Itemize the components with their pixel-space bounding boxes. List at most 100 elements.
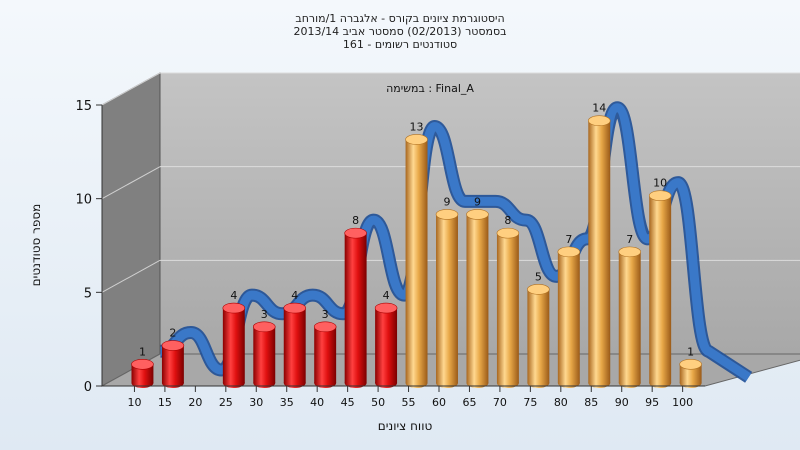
bar-70[interactable]: 8: [496, 214, 520, 388]
gridline-side: [101, 166, 161, 200]
bar-top: [405, 134, 428, 145]
gridline-side: [101, 259, 161, 293]
y-tick-label: 15: [75, 99, 92, 114]
chart-title-line-2: בסמסטר (02/2013) סמסטר אביב 2013/14: [293, 25, 507, 38]
data-label: 4: [291, 289, 298, 302]
x-axis-label: טווח ציונים: [378, 419, 433, 433]
bar-45[interactable]: 8: [344, 214, 367, 388]
bar-body[interactable]: [283, 308, 306, 383]
x-tick-label: 100: [672, 396, 693, 409]
bar-90[interactable]: 7: [618, 233, 641, 388]
x-tick-label: 70: [493, 396, 507, 409]
x-tick-label: 55: [402, 396, 416, 409]
bar-top: [588, 115, 611, 127]
data-label: 4: [383, 289, 390, 302]
data-label: 14: [592, 102, 606, 115]
bar-80[interactable]: 7: [557, 233, 581, 388]
x-tick-label: 60: [432, 396, 446, 409]
y-tick-label: 0: [84, 380, 92, 395]
side-wall: [101, 72, 161, 387]
bar-65[interactable]: 9: [466, 195, 489, 388]
bar-55[interactable]: 13: [405, 120, 428, 388]
bar-85[interactable]: 14: [588, 102, 611, 388]
bar-top: [679, 358, 702, 370]
x-tick-label: 40: [310, 396, 324, 409]
chart-title-line-1: היסטוגרמת ציונים בקורס - אלגברה 1/מורחב: [295, 12, 505, 25]
x-tick-label: 65: [462, 396, 476, 409]
bar-body[interactable]: [649, 195, 672, 383]
data-label: 1: [687, 345, 694, 358]
data-label: 2: [169, 327, 176, 340]
data-label: 1: [139, 345, 146, 358]
bar-body[interactable]: [466, 214, 489, 383]
bar-body[interactable]: [618, 251, 641, 383]
bar-body[interactable]: [496, 233, 519, 383]
bar-top: [253, 321, 276, 333]
bar-body[interactable]: [588, 120, 611, 383]
bar-top: [435, 209, 459, 220]
bar-body[interactable]: [253, 326, 276, 383]
data-label: 9: [444, 195, 451, 208]
data-label: 8: [352, 214, 359, 227]
data-label: 7: [565, 233, 572, 246]
bar-body[interactable]: [161, 345, 184, 383]
bar-top: [374, 302, 398, 314]
bar-95[interactable]: 10: [648, 177, 672, 388]
bar-25[interactable]: 4: [222, 289, 246, 388]
data-label: 5: [535, 270, 542, 283]
bar-body[interactable]: [436, 214, 458, 383]
bar-60[interactable]: 9: [435, 195, 459, 388]
x-tick-label: 75: [523, 396, 537, 409]
x-tick-label: 30: [249, 396, 263, 409]
data-label: 3: [261, 308, 268, 321]
bar-top: [496, 227, 520, 239]
bar-top: [557, 246, 581, 258]
bar-body[interactable]: [679, 364, 702, 383]
x-tick-label: 50: [371, 396, 385, 409]
bar-body[interactable]: [344, 233, 367, 383]
data-label: 4: [230, 289, 237, 302]
bar-body[interactable]: [375, 308, 398, 383]
x-tick-label: 95: [645, 396, 659, 409]
x-tick-label: 90: [615, 396, 629, 409]
bar-body[interactable]: [222, 308, 245, 383]
bar-body[interactable]: [527, 289, 550, 383]
bar-top: [527, 284, 550, 295]
bar-top: [283, 302, 306, 314]
y-tick-label: 10: [75, 193, 92, 208]
data-label: 9: [474, 195, 481, 208]
x-tick-label: 10: [127, 396, 141, 409]
bar-body[interactable]: [405, 139, 428, 383]
series-ribbon: [159, 103, 752, 382]
chart-annotation: במשימה : Final_A: [386, 82, 474, 95]
bar-top: [161, 340, 185, 351]
data-label: 10: [653, 177, 667, 190]
bar-body[interactable]: [314, 326, 337, 383]
y-tick-label: 5: [84, 286, 92, 301]
bar-body[interactable]: [557, 251, 580, 383]
data-label: 13: [410, 120, 424, 133]
x-tick-label: 15: [158, 396, 172, 409]
chart-title-line-3: סטודנטים רשומים - 161: [342, 38, 458, 51]
bar-top: [313, 321, 337, 333]
x-tick-label: 25: [219, 396, 233, 409]
bar-body[interactable]: [131, 364, 154, 383]
x-tick-label: 20: [188, 396, 202, 409]
y-axis-label: מספר סטודנטים: [29, 204, 43, 287]
bar-top: [222, 302, 246, 314]
bar-75[interactable]: 5: [527, 270, 550, 388]
data-label: 8: [504, 214, 511, 227]
x-tick-label: 45: [341, 396, 355, 409]
x-tick-label: 80: [554, 396, 568, 409]
bar-top: [466, 209, 489, 220]
bar-top: [618, 246, 641, 258]
gridline-side: [101, 72, 161, 106]
data-label: 3: [322, 308, 329, 321]
x-tick-label: 85: [584, 396, 598, 409]
bar-100[interactable]: 1: [679, 345, 702, 388]
bar-top: [344, 227, 367, 239]
bar-15[interactable]: 2: [161, 327, 185, 388]
bar-40[interactable]: 3: [313, 308, 337, 388]
